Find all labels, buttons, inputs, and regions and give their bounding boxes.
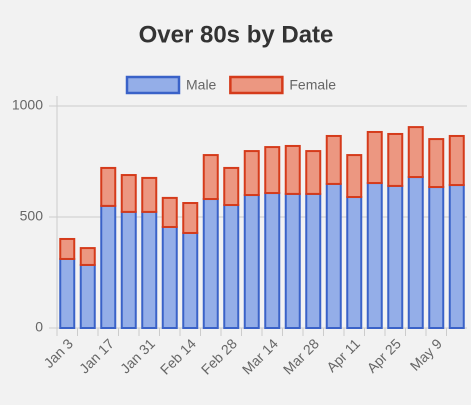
bar-segment <box>264 192 281 329</box>
bar-segment <box>120 174 137 213</box>
bar-segment <box>325 134 342 185</box>
legend-swatch <box>229 75 284 95</box>
bar-segment <box>223 166 240 207</box>
bar-segment <box>387 132 404 187</box>
bar-segment <box>428 186 445 329</box>
bar-segment <box>284 144 301 195</box>
bar-segment <box>223 204 240 329</box>
legend-label: Male <box>186 77 217 93</box>
bar-segment <box>387 184 404 329</box>
bar-segment <box>407 126 424 179</box>
y-tick-label: 500 <box>20 208 44 224</box>
bar-segment <box>243 150 260 197</box>
y-tick-label: 1000 <box>12 97 43 113</box>
bar-segment <box>100 204 117 329</box>
bar-segment <box>79 263 96 329</box>
bar-segment <box>325 182 342 329</box>
bar-segment <box>182 202 199 234</box>
bar-segment <box>141 176 158 213</box>
bar-segment <box>59 237 76 260</box>
bar-segment <box>120 210 137 329</box>
bar-segment <box>161 225 178 330</box>
bar-segment <box>305 192 322 329</box>
bar-segment <box>161 196 178 228</box>
bar-segment <box>182 231 199 329</box>
bar-segment <box>79 247 96 266</box>
bar-segment <box>264 146 281 195</box>
bar-segment <box>448 184 465 329</box>
bar-segment <box>407 176 424 329</box>
bar-segment <box>100 166 117 207</box>
bar-segment <box>202 154 219 201</box>
legend-swatch <box>125 75 181 95</box>
bar-segment <box>141 210 158 329</box>
bar-segment <box>346 154 363 199</box>
bar-segment <box>243 194 260 329</box>
bar-segment <box>346 196 363 329</box>
bar-segment <box>366 182 383 329</box>
bar-segment <box>305 150 322 195</box>
bar-segment <box>366 130 383 185</box>
legend-label: Female <box>289 77 336 93</box>
bar-segment <box>202 198 219 329</box>
y-tick-label: 0 <box>35 319 43 335</box>
bar-segment <box>59 257 76 330</box>
chart-title: Over 80s by Date <box>139 21 334 48</box>
bar-segment <box>428 138 445 189</box>
bar-segment <box>284 192 301 329</box>
bar-segment <box>448 134 465 187</box>
